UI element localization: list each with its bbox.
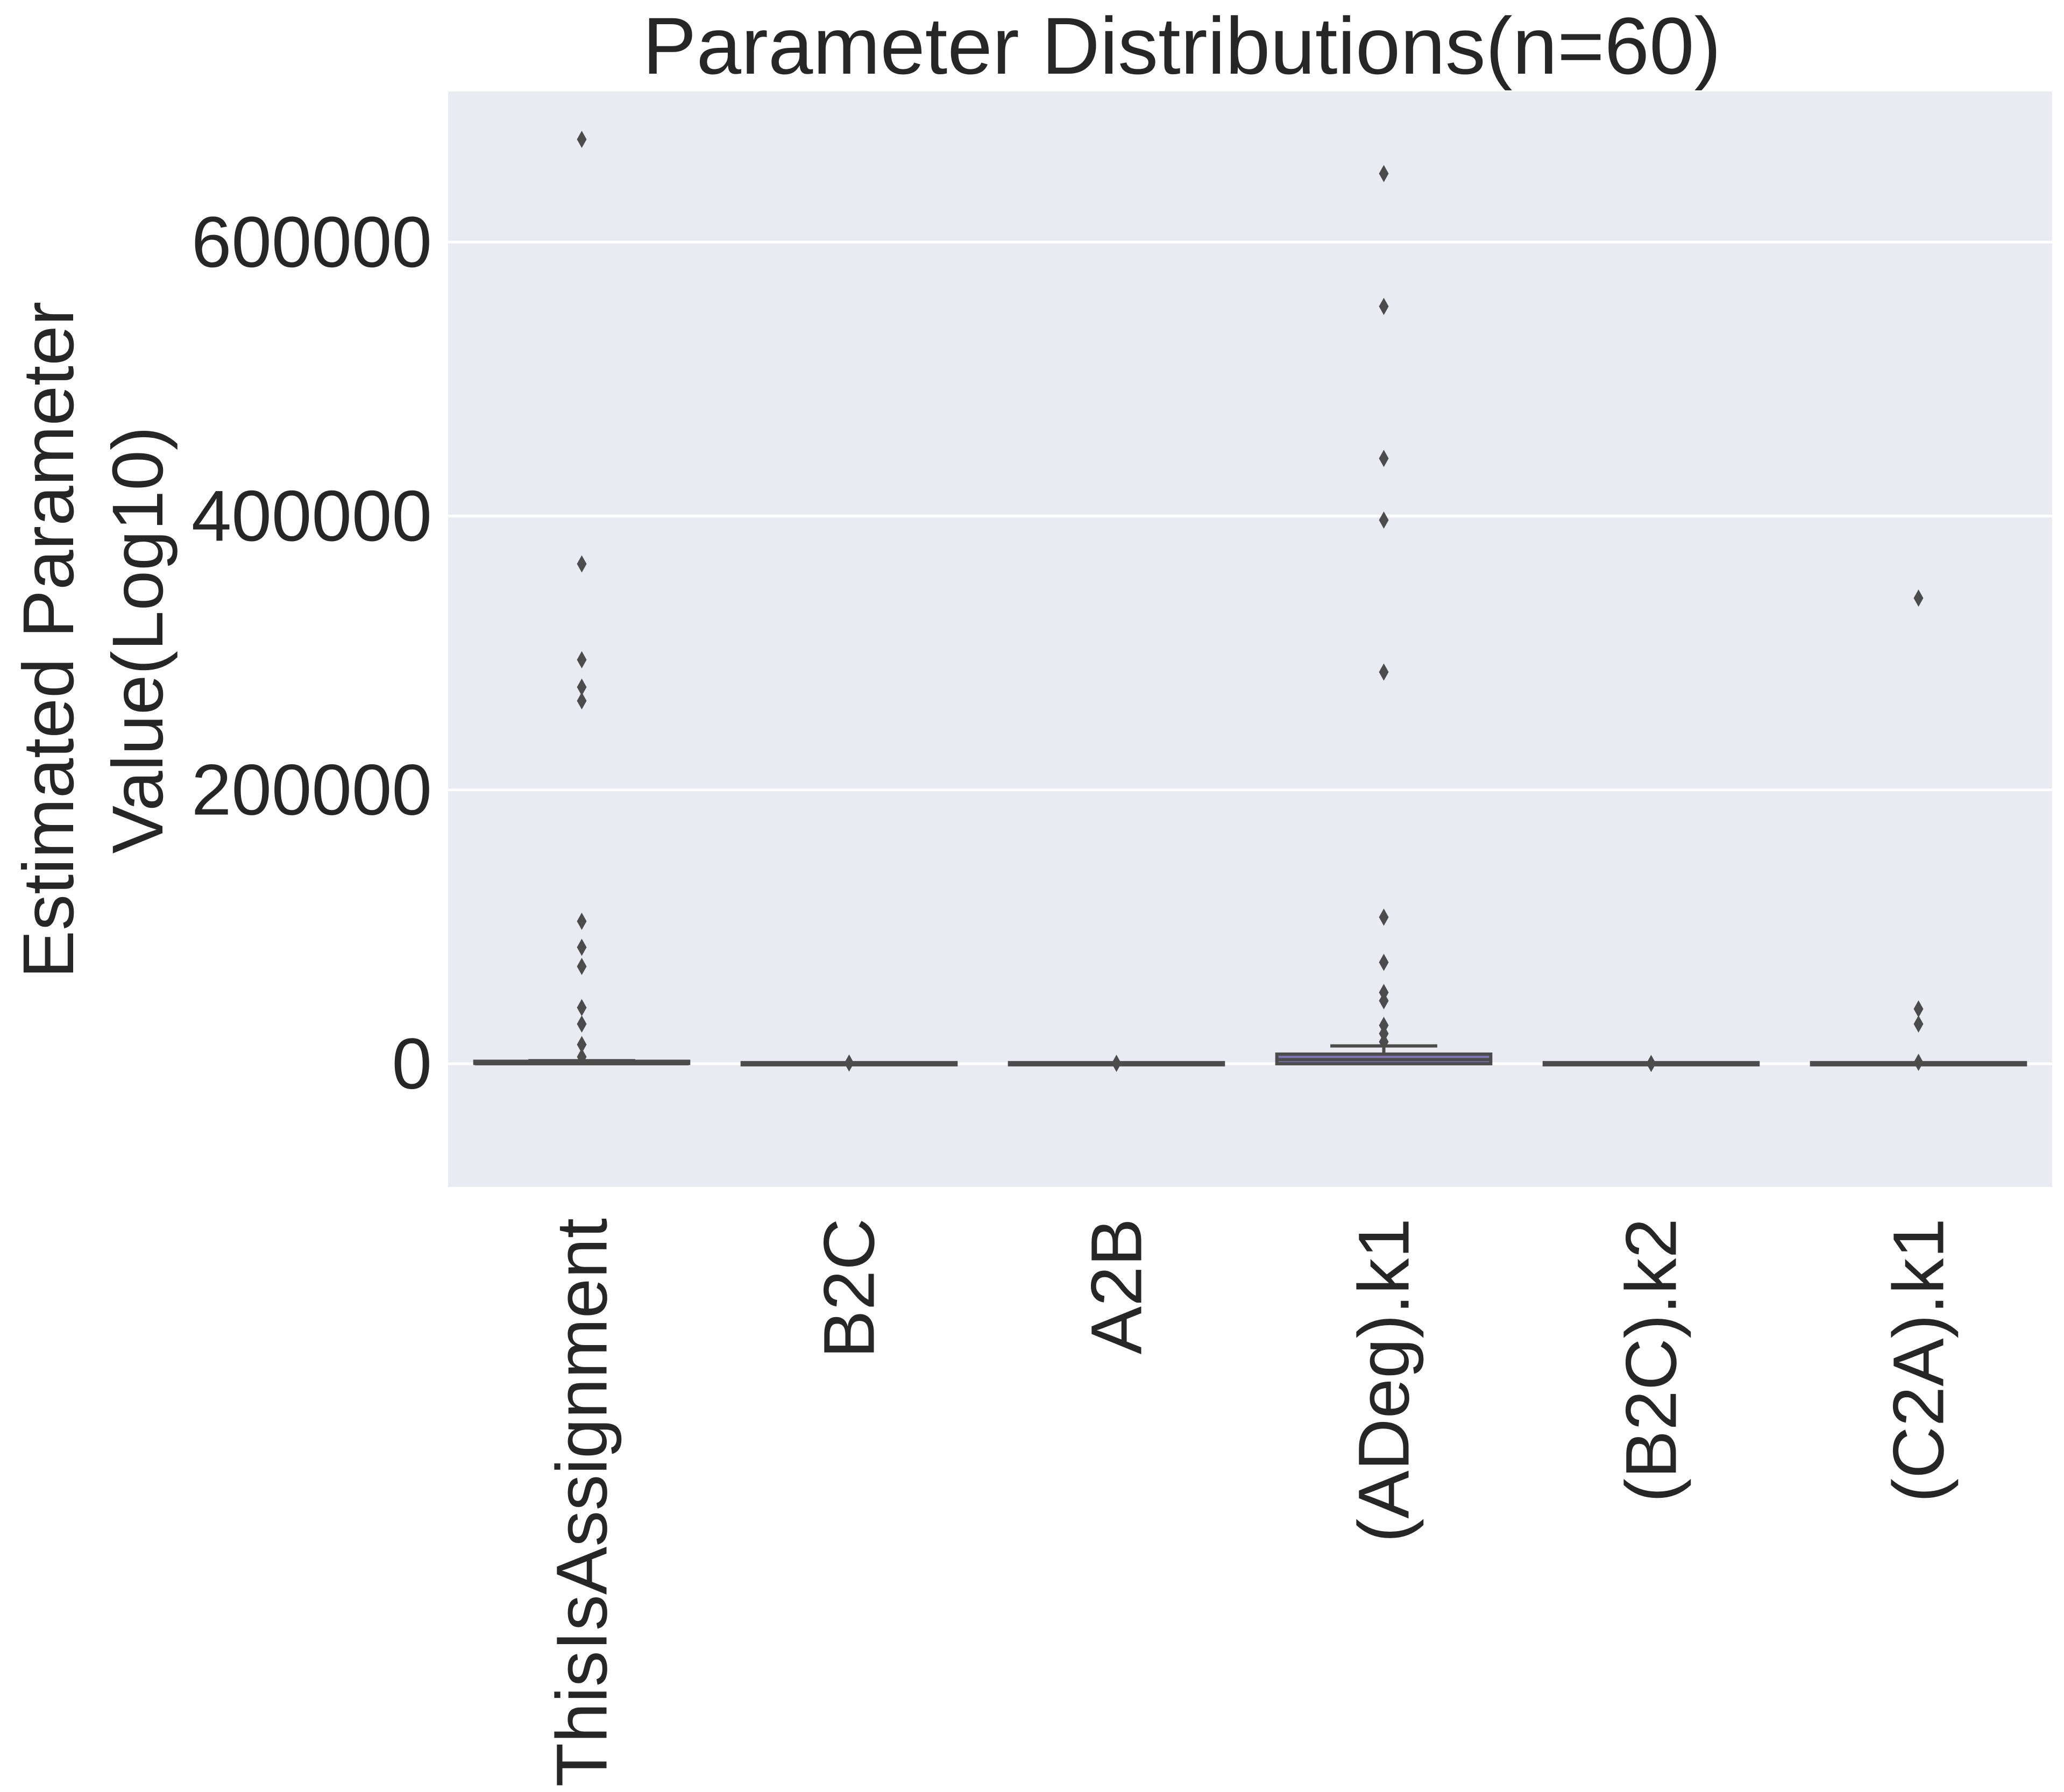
y-axis-label: Estimated Parameter Value(Log10): [9, 302, 178, 979]
outlier-point: [1913, 1000, 1924, 1018]
x-tick-label: B2C: [810, 1218, 890, 1359]
y-axis-label-line-2: Value(Log10): [98, 426, 178, 854]
y-tick-label: 600000: [191, 202, 432, 282]
plot-area: [448, 91, 2052, 1187]
box-(ADeg).k1: [1275, 165, 1493, 1065]
outlier-point: [1379, 663, 1389, 681]
outlier-point: [1379, 165, 1389, 182]
box-(C2A).k1: [1810, 589, 2027, 1071]
outlier-point: [1379, 992, 1389, 1009]
outlier-point: [577, 131, 587, 148]
outlier-point: [577, 958, 587, 976]
box-ThisIsAssignment: [473, 131, 691, 1066]
outlier-point: [577, 678, 587, 696]
box-A2B: [1008, 1055, 1225, 1072]
grid-lines: [448, 240, 2052, 1065]
y-tick-label: 200000: [191, 750, 432, 830]
outlier-point: [1913, 589, 1924, 607]
x-tick-label: (C2A).k1: [1879, 1218, 1959, 1503]
outlier-point: [1646, 1055, 1656, 1072]
x-tick-label: (ADeg).k1: [1344, 1218, 1424, 1542]
outlier-point: [844, 1054, 854, 1072]
x-tick-label: ThisIsAssignment: [542, 1218, 622, 1787]
x-tick-label: (B2C).k2: [1612, 1218, 1692, 1503]
y-axis-label-line-1: Estimated Parameter: [9, 302, 89, 979]
outlier-point: [577, 1015, 587, 1033]
outlier-point: [1111, 1055, 1122, 1072]
outlier-point: [1913, 1054, 1924, 1071]
outlier-point: [1379, 1033, 1389, 1051]
outlier-point: [577, 1048, 587, 1066]
chart-title: Parameter Distributions(n=60): [642, 1, 1721, 91]
outlier-point: [577, 999, 587, 1016]
x-tick-labels: ThisIsAssignment B2C A2B (ADeg).k1 (B2C).k2 (…: [542, 1218, 1959, 1787]
y-tick-label: 0: [392, 1024, 432, 1104]
x-tick-label: A2B: [1077, 1218, 1157, 1354]
outlier-point: [577, 651, 587, 669]
y-tick-labels: 0 200000 400000 600000: [191, 202, 432, 1104]
outlier-point: [577, 1036, 587, 1054]
box-B2C: [740, 1054, 958, 1072]
outlier-point: [1379, 511, 1389, 529]
outlier-point: [577, 555, 587, 573]
outlier-point: [1379, 908, 1389, 926]
outlier-point: [577, 913, 587, 930]
outlier-point: [1379, 954, 1389, 971]
outlier-point: [1379, 297, 1389, 315]
outlier-point: [1913, 1015, 1924, 1033]
outlier-point: [577, 692, 587, 710]
box-series: [473, 131, 2027, 1072]
outlier-point: [577, 938, 587, 956]
y-tick-label: 400000: [191, 476, 432, 556]
box-(B2C).k2: [1542, 1055, 1760, 1072]
outlier-point: [1379, 450, 1389, 467]
